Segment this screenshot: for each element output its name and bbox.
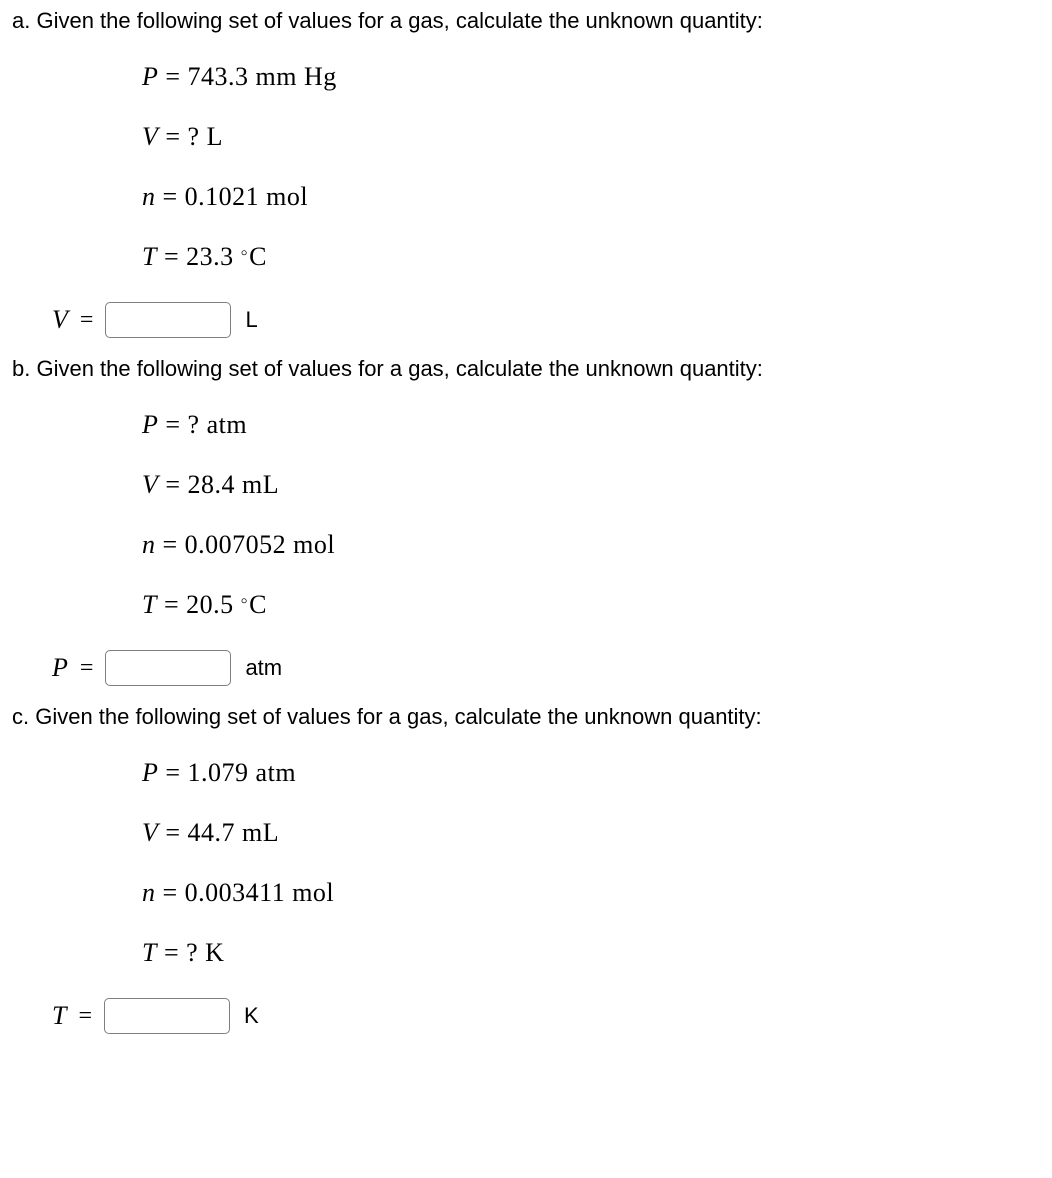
part-c-answer-input[interactable] xyxy=(104,998,230,1034)
answer-var: T xyxy=(52,1001,66,1031)
part-a-prompt: a. Given the following set of values for… xyxy=(12,8,1040,34)
eq-val: = 0.1021 mol xyxy=(163,182,309,211)
part-a-eq-V: V = ? L xyxy=(142,122,1040,152)
part-b-eq-n: n = 0.007052 mol xyxy=(142,530,1040,560)
part-c-equations: P = 1.079 atm V = 44.7 mL n = 0.003411 m… xyxy=(142,758,1040,968)
part-c-eq-P: P = 1.079 atm xyxy=(142,758,1040,788)
part-b-answer-input[interactable] xyxy=(105,650,231,686)
eq-var: n xyxy=(142,530,156,559)
answer-unit: atm xyxy=(245,655,282,681)
answer-unit: K xyxy=(244,1003,259,1029)
answer-var: V xyxy=(52,305,68,335)
degree-icon: ∘ xyxy=(241,242,248,261)
eq-var: V xyxy=(142,122,158,151)
eq-val: = ? atm xyxy=(165,410,247,439)
part-c-answer-row: T = K xyxy=(52,998,1040,1034)
part-c-prompt: c. Given the following set of values for… xyxy=(12,704,1040,730)
part-a: a. Given the following set of values for… xyxy=(12,8,1040,338)
part-b-equations: P = ? atm V = 28.4 mL n = 0.007052 mol T… xyxy=(142,410,1040,620)
equals-sign: = xyxy=(80,655,94,682)
eq-val-post: C xyxy=(249,590,267,619)
eq-val: = 0.003411 mol xyxy=(163,878,335,907)
eq-val: = ? L xyxy=(165,122,223,151)
eq-val-pre: = 20.5 xyxy=(164,590,241,619)
eq-val: = 28.4 mL xyxy=(165,470,279,499)
part-a-eq-P: P = 743.3 mm Hg xyxy=(142,62,1040,92)
eq-var: P xyxy=(142,758,158,787)
answer-var: P xyxy=(52,653,68,683)
part-c-eq-T: T = ? K xyxy=(142,938,1040,968)
degree-icon: ∘ xyxy=(241,590,248,609)
part-a-eq-n: n = 0.1021 mol xyxy=(142,182,1040,212)
eq-var: T xyxy=(142,590,157,619)
part-c-eq-V: V = 44.7 mL xyxy=(142,818,1040,848)
part-b-answer-row: P = atm xyxy=(52,650,1040,686)
eq-val: = 743.3 mm Hg xyxy=(165,62,336,91)
part-a-equations: P = 743.3 mm Hg V = ? L n = 0.1021 mol T… xyxy=(142,62,1040,272)
part-c-eq-n: n = 0.003411 mol xyxy=(142,878,1040,908)
eq-var: P xyxy=(142,62,158,91)
part-a-eq-T: T = 23.3 ∘C xyxy=(142,242,1040,272)
answer-unit: L xyxy=(245,307,257,333)
eq-val-pre: = 23.3 xyxy=(164,242,241,271)
part-b-eq-T: T = 20.5 ∘C xyxy=(142,590,1040,620)
eq-val: = 1.079 atm xyxy=(165,758,296,787)
part-b-eq-V: V = 28.4 mL xyxy=(142,470,1040,500)
eq-var: n xyxy=(142,878,156,907)
eq-var: n xyxy=(142,182,156,211)
equals-sign: = xyxy=(80,307,94,334)
part-b: b. Given the following set of values for… xyxy=(12,356,1040,686)
part-a-answer-input[interactable] xyxy=(105,302,231,338)
part-b-prompt: b. Given the following set of values for… xyxy=(12,356,1040,382)
eq-var: V xyxy=(142,470,158,499)
eq-var: T xyxy=(142,938,157,967)
eq-val: = ? K xyxy=(164,938,224,967)
eq-var: T xyxy=(142,242,157,271)
eq-val: = 0.007052 mol xyxy=(163,530,336,559)
part-a-answer-row: V = L xyxy=(52,302,1040,338)
eq-var: P xyxy=(142,410,158,439)
part-c: c. Given the following set of values for… xyxy=(12,704,1040,1034)
eq-val: = 44.7 mL xyxy=(165,818,279,847)
part-b-eq-P: P = ? atm xyxy=(142,410,1040,440)
eq-val-post: C xyxy=(249,242,267,271)
equals-sign: = xyxy=(78,1003,92,1030)
eq-var: V xyxy=(142,818,158,847)
